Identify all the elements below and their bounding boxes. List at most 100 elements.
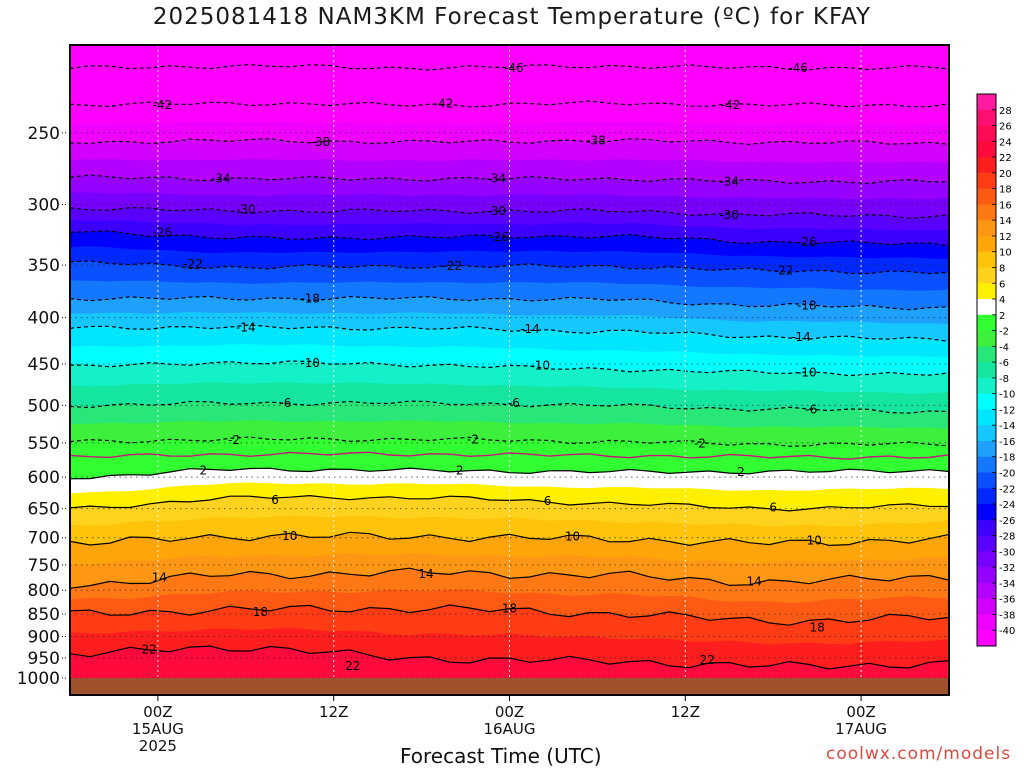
- colorbar-label: -14: [999, 421, 1015, 432]
- y-tick-label: 1000: [17, 669, 60, 689]
- contour-label: -30: [719, 208, 739, 222]
- colorbar-label: -2: [999, 327, 1009, 338]
- contour-label: 18: [253, 605, 268, 619]
- colorbar-swatch: [977, 614, 996, 631]
- contour-label: 10: [282, 529, 297, 543]
- contour-label: -6: [805, 402, 817, 416]
- colorbar-swatch: [977, 377, 996, 395]
- colorbar-swatch: [977, 409, 996, 426]
- contour-label: -6: [508, 396, 520, 410]
- colorbar-swatch: [977, 235, 996, 253]
- x-tick-label: 00Z: [495, 703, 524, 721]
- contour-label: -26: [152, 225, 172, 239]
- contour-label: 10: [807, 534, 822, 548]
- colorbar-swatch: [977, 582, 996, 600]
- contour-label: 22: [345, 659, 360, 673]
- colorbar-label: 4: [999, 295, 1005, 306]
- colorbar-label: -6: [999, 358, 1009, 369]
- colorbar-label: 28: [999, 106, 1012, 117]
- colorbar-swatch: [977, 393, 996, 410]
- x-tick-label: 00Z: [143, 703, 172, 721]
- y-tick-label: 600: [28, 468, 60, 488]
- colorbar-label: 20: [999, 169, 1012, 180]
- contour-label: -2: [228, 433, 240, 447]
- colorbar-label: -38: [999, 611, 1015, 622]
- colorbar-label: -4: [999, 342, 1009, 353]
- colorbar-swatch: [977, 456, 996, 473]
- colorbar-swatch: [977, 125, 996, 142]
- ground-surface: [70, 678, 949, 695]
- credit-text[interactable]: coolwx.com/models: [826, 744, 1012, 764]
- colorbar-swatch: [977, 630, 996, 647]
- y-tick-label: 700: [28, 529, 60, 549]
- colorbar-label: -22: [999, 484, 1015, 495]
- contour-label: 22: [141, 642, 156, 656]
- x-tick-label: 12Z: [671, 703, 700, 721]
- contour-label: -38: [311, 135, 331, 149]
- contour-line: [70, 33, 949, 38]
- colorbar-swatch: [977, 157, 996, 174]
- colorbar-label: -24: [999, 500, 1015, 511]
- colorbar-swatch: [977, 472, 996, 489]
- colorbar-swatch: [977, 519, 996, 536]
- contour-line: [70, 400, 949, 414]
- colorbar-label: 6: [999, 279, 1005, 290]
- y-tick-label: 350: [28, 256, 60, 276]
- x-tick-label: 2025: [139, 737, 177, 755]
- contour-label: -50: [558, 28, 578, 42]
- contour-label: -2: [467, 432, 479, 446]
- colorbar-swatch: [977, 251, 996, 268]
- colorbar-label: -26: [999, 516, 1015, 527]
- colorbar-label: -28: [999, 532, 1015, 543]
- colorbar-swatch: [977, 504, 996, 521]
- colorbar-label: -32: [999, 563, 1015, 574]
- contour-line: [70, 295, 949, 311]
- colorbar-swatch: [977, 141, 996, 158]
- contour-label: -30: [236, 203, 256, 217]
- contour-label: -34: [719, 175, 739, 189]
- y-tick-label: 750: [28, 556, 60, 576]
- colorbar-swatch: [977, 598, 996, 615]
- colorbar-label: -34: [999, 579, 1015, 590]
- y-tick-label: 550: [28, 434, 60, 454]
- y-tick-label: 500: [28, 396, 60, 416]
- contour-label: -46: [788, 61, 808, 75]
- colorbar-label: 26: [999, 122, 1012, 133]
- colorbar-label: 18: [999, 185, 1012, 196]
- y-tick-label: 400: [28, 309, 60, 329]
- contour-label: -22: [183, 257, 203, 271]
- contour-label: 2: [199, 463, 207, 477]
- colorbar-swatch: [977, 314, 996, 331]
- contour-label: -42: [721, 98, 741, 112]
- x-tick-label: 17AUG: [835, 720, 887, 738]
- contour-line: [70, 230, 949, 247]
- contour-label: 14: [152, 571, 167, 585]
- contour-label: -10: [300, 356, 320, 370]
- contour-label: -34: [487, 172, 507, 186]
- contour-label: -42: [152, 98, 172, 112]
- contour-label: -42: [434, 96, 454, 110]
- contour-line: [70, 138, 949, 145]
- colorbar-swatch: [977, 283, 996, 300]
- contour-line: [70, 567, 949, 589]
- colorbar-label: -30: [999, 547, 1015, 558]
- colorbar-swatch: [977, 535, 996, 552]
- colorbar-swatch: [977, 362, 996, 379]
- colorbar-swatch: [977, 330, 996, 347]
- contour-line: [70, 100, 949, 108]
- colorbar-label: -18: [999, 453, 1015, 464]
- contour-label: 6: [544, 494, 552, 508]
- y-tick-label: 450: [28, 355, 60, 375]
- colorbar-label: -10: [999, 390, 1015, 401]
- colorbar-swatch: [977, 94, 996, 111]
- colorbar-swatch: [977, 267, 996, 284]
- contour-label: -2: [694, 437, 706, 451]
- contour-label: 10: [565, 530, 580, 544]
- colorbar-frame: [976, 93, 997, 647]
- contour-label: -38: [586, 134, 606, 148]
- colorbar-label: -36: [999, 595, 1015, 606]
- colorbar-swatch: [977, 299, 996, 316]
- contour-label: -34: [211, 172, 231, 186]
- contour-label: 18: [502, 601, 517, 615]
